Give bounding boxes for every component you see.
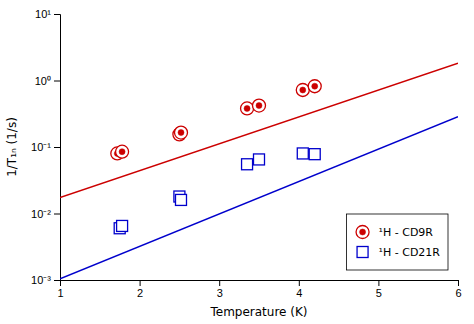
marker-square <box>309 149 320 160</box>
marker-dot <box>300 87 306 93</box>
marker-dot <box>312 83 318 89</box>
y-axis: 10⁻³ 10⁻² 10⁻¹ 10⁰ 10¹ <box>31 8 60 286</box>
x-tick: 1 <box>57 280 63 299</box>
marker-square <box>175 194 186 205</box>
y-tick-mark <box>54 214 60 215</box>
legend-entry: ¹H - CD9R <box>356 226 433 239</box>
legend-label: ¹H - CD21R <box>379 246 441 259</box>
chart: 1 2 3 4 5 6 10⁻³ 10⁻² 10⁻¹ 10⁰ 10¹ Temperature (K) 1… <box>0 0 474 324</box>
point <box>242 159 253 170</box>
point <box>297 148 308 159</box>
fit-line <box>60 117 458 279</box>
x-axis: 1 2 3 4 5 6 <box>57 280 461 299</box>
x-tick-mark <box>299 280 300 286</box>
x-tick: 3 <box>217 280 223 299</box>
x-tick-label: 4 <box>296 287 302 299</box>
marker-dot <box>178 130 184 136</box>
y-tick-label: 10⁻³ <box>31 274 51 286</box>
point <box>117 220 128 231</box>
legend-entry: ¹H - CD21R <box>357 246 440 259</box>
x-tick: 2 <box>137 280 143 299</box>
y-tick-mark <box>54 14 60 15</box>
x-tick: 6 <box>455 280 461 299</box>
fit-line <box>60 63 458 197</box>
y-tick-label: 10⁻¹ <box>31 141 51 153</box>
y-tick-label: 10⁰ <box>35 75 51 87</box>
y-tick-label: 10⁻² <box>31 208 51 220</box>
x-tick-label: 3 <box>217 287 223 299</box>
marker-dot <box>256 103 262 109</box>
point <box>241 102 254 115</box>
point <box>175 194 186 205</box>
x-axis-title: Temperature (K) <box>209 305 307 319</box>
marker-ring <box>308 80 321 93</box>
marker-ring <box>253 99 266 112</box>
x-tick-mark <box>458 280 459 286</box>
marker-ring <box>174 126 187 139</box>
marker-ring <box>241 102 254 115</box>
x-tick-label: 2 <box>137 287 143 299</box>
point <box>254 154 265 165</box>
y-tick: 10⁻² <box>31 208 60 220</box>
y-tick: 10¹ <box>35 8 60 20</box>
marker-square <box>297 148 308 159</box>
marker-square <box>357 247 368 258</box>
point <box>296 83 309 96</box>
marker-square <box>242 159 253 170</box>
plot-area <box>60 63 458 279</box>
y-axis-title: 1/T₁ₙ (1/s) <box>5 117 19 177</box>
legend-frame <box>347 214 448 270</box>
x-tick-label: 1 <box>57 287 63 299</box>
y-tick-mark <box>54 147 60 148</box>
marker-dot <box>119 149 125 155</box>
x-tick: 4 <box>296 280 302 299</box>
marker-dot <box>244 105 250 111</box>
x-tick-mark <box>219 280 220 286</box>
y-tick-label: 10¹ <box>35 8 51 20</box>
y-axis-line <box>54 15 61 281</box>
legend: ¹H - CD9R ¹H - CD21R <box>347 214 448 270</box>
marker-ring <box>116 145 129 158</box>
point <box>116 145 129 158</box>
legend-symbol <box>356 226 369 239</box>
marker-square <box>254 154 265 165</box>
marker-square <box>117 220 128 231</box>
point <box>308 80 321 93</box>
point <box>253 99 266 112</box>
legend-label: ¹H - CD9R <box>379 226 434 239</box>
x-tick-label: 5 <box>376 287 382 299</box>
x-tick-mark <box>378 280 379 286</box>
x-tick: 5 <box>376 280 382 299</box>
point <box>174 126 187 139</box>
y-tick: 10⁰ <box>35 75 60 87</box>
x-tick-mark <box>140 280 141 286</box>
point <box>309 149 320 160</box>
y-tick-mark <box>54 81 60 82</box>
y-tick: 10⁻³ <box>31 274 60 286</box>
legend-symbol <box>357 247 368 258</box>
y-tick: 10⁻¹ <box>31 141 60 153</box>
marker-ring <box>296 83 309 96</box>
x-tick-label: 6 <box>455 287 461 299</box>
marker-dot <box>360 229 366 235</box>
y-tick-mark <box>54 280 60 281</box>
x-axis-line <box>61 281 459 287</box>
marker-ring <box>356 226 369 239</box>
